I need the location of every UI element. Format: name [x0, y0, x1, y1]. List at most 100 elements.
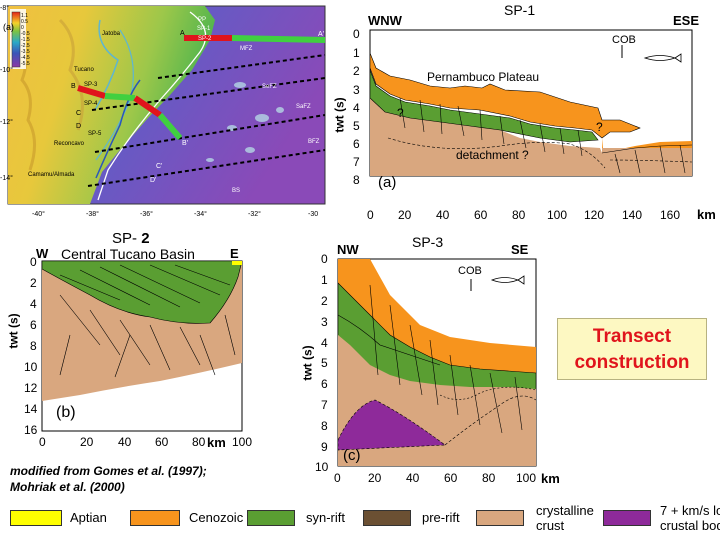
sp2-ytick: 14	[24, 402, 38, 416]
sp3-left-direction: NW	[337, 242, 359, 257]
legend-label-cenozoic: Cenozoic	[189, 510, 244, 525]
legend-swatch-aptian	[10, 510, 62, 526]
sp3-ylabel: twt (s)	[300, 345, 315, 381]
sp1-section	[340, 28, 720, 224]
credit-note: modified from Gomes et al. (1997); Mohri…	[10, 463, 207, 495]
sp1-cross-section	[369, 29, 693, 177]
sp3-ytick: 3	[321, 315, 328, 329]
legend-label-pre-rift: pre-rift	[422, 510, 460, 525]
sp1-left-direction: WNW	[368, 13, 402, 28]
transect-construction-callout: Transect construction	[557, 318, 707, 380]
sp2-ytick: 16	[24, 423, 38, 437]
svg-text:-40°: -40°	[32, 210, 45, 218]
sp1-ytick: 1	[353, 46, 360, 60]
sp2-ytick: 12	[24, 381, 38, 395]
sp2-xtick: 40	[118, 435, 132, 449]
sp3-ytick: 4	[321, 336, 328, 350]
svg-text:-30: -30	[308, 211, 318, 218]
sp1-ytick: 5	[353, 119, 360, 133]
svg-text:-8°: -8°	[0, 4, 9, 12]
legend-swatch-pre-rift	[363, 510, 411, 526]
sp3-right-direction: SE	[511, 242, 529, 257]
svg-text:-36°: -36°	[140, 210, 153, 218]
sp3-xtick: 0	[334, 471, 341, 485]
svg-text:MFZ: MFZ	[240, 46, 253, 52]
sp1-xunit: km	[697, 207, 716, 222]
svg-text:SP-2: SP-2	[198, 36, 212, 42]
sp2-ytick: 8	[30, 339, 37, 353]
svg-text:D': D'	[150, 177, 156, 184]
legend-swatch-cenozoic	[130, 510, 180, 526]
sp1-ytick: 8	[353, 173, 360, 187]
sp1-right-direction: ESE	[673, 13, 700, 28]
sp2-xtick: 80	[192, 435, 206, 449]
svg-text:Jatoba: Jatoba	[102, 31, 121, 37]
svg-text:-34°: -34°	[194, 210, 207, 218]
legend-swatch-lower-crustal-body	[603, 510, 651, 526]
sp2-cross-section	[41, 260, 243, 432]
legend-label-lower-crustal-body: 7 + km/s lower crustal body	[660, 503, 720, 533]
sp1-xtick: 100	[547, 208, 568, 222]
map-figure: (a) 1.1 0.5 0 -0.5 -1.5 -2.5 -3.5 -4.5 -…	[0, 4, 326, 218]
sp3-xtick: 20	[368, 471, 382, 485]
sp1-detachment-label: detachment ?	[456, 148, 529, 162]
svg-text:-14°: -14°	[0, 174, 13, 182]
credit-line-1: modified from Gomes et al. (1997);	[10, 464, 207, 478]
sp2-xunit: km	[207, 435, 226, 450]
sp1-ytick: 2	[353, 64, 360, 78]
svg-text:PP: PP	[198, 17, 206, 23]
sp3-cross-section	[337, 258, 537, 467]
sp3-ytick: 1	[321, 273, 328, 287]
legend-label-lower-line-2: crustal body	[660, 518, 720, 533]
sp3-ytick: 8	[321, 419, 328, 433]
sp2-xtick: 60	[155, 435, 169, 449]
svg-text:BFZ: BFZ	[308, 139, 320, 145]
svg-text:SP-3: SP-3	[84, 82, 98, 88]
sp1-xtick: 40	[436, 208, 450, 222]
credit-line-2: Mohriak et al. (2000)	[10, 480, 125, 494]
sp1-question-2: ?	[596, 120, 603, 134]
svg-text:SeFZ: SeFZ	[262, 84, 277, 90]
sp2-panel-label: (b)	[56, 404, 76, 421]
sp3-ytick: 7	[321, 398, 328, 412]
sp1-ytick: 0	[353, 27, 360, 41]
legend-swatch-crystalline-crust	[476, 510, 524, 526]
sp3-panel-label: (c)	[343, 447, 361, 464]
svg-text:Camamu/Almada: Camamu/Almada	[28, 172, 75, 178]
svg-text:0.5: 0.5	[21, 19, 28, 25]
sp3-xtick: 100	[516, 471, 537, 485]
sp1-ytick: 7	[353, 155, 360, 169]
svg-text:C': C'	[156, 163, 162, 170]
sp1-xtick: 120	[584, 208, 605, 222]
sp3-ytick: 5	[321, 356, 328, 370]
sp1-ytick: 4	[353, 101, 360, 115]
svg-text:-5.5: -5.5	[21, 61, 30, 67]
svg-text:A': A'	[318, 31, 324, 38]
legend-label-lower-line-1: 7 + km/s lower	[660, 503, 720, 518]
legend-label-crystalline-line-2: crust	[536, 518, 565, 533]
sp1-xtick: 60	[474, 208, 488, 222]
legend-label-crystalline-line-1: crystalline	[536, 503, 594, 518]
svg-text:Tucano: Tucano	[74, 67, 94, 73]
svg-text:0: 0	[21, 25, 24, 31]
svg-text:-4.5: -4.5	[21, 55, 30, 61]
svg-text:SaFZ: SaFZ	[296, 104, 311, 110]
sp2-xtick: 20	[80, 435, 94, 449]
svg-text:SP-1: SP-1	[197, 26, 211, 32]
sp2-ytick: 4	[30, 297, 37, 311]
sp2-ytick: 6	[30, 318, 37, 332]
sp3-cob-label: COB	[458, 265, 482, 277]
sp2-right-direction: E	[230, 246, 239, 261]
sp3-section	[330, 255, 540, 470]
sp3-title: SP-3	[412, 234, 444, 250]
sp1-title: SP-1	[504, 2, 536, 18]
sp3-ytick: 9	[321, 440, 328, 454]
sp3-ytick: 0	[321, 252, 328, 266]
sp2-ytick: 2	[30, 276, 37, 290]
legend-label-crystalline-crust: crystalline crust	[536, 503, 594, 533]
sp3-xtick: 60	[444, 471, 458, 485]
sp2-title-prefix: SP-	[112, 230, 138, 247]
sp2-ytick: 0	[30, 255, 37, 269]
sp2-subtitle: Central Tucano Basin	[61, 246, 195, 262]
sp3-xunit: km	[541, 471, 560, 486]
